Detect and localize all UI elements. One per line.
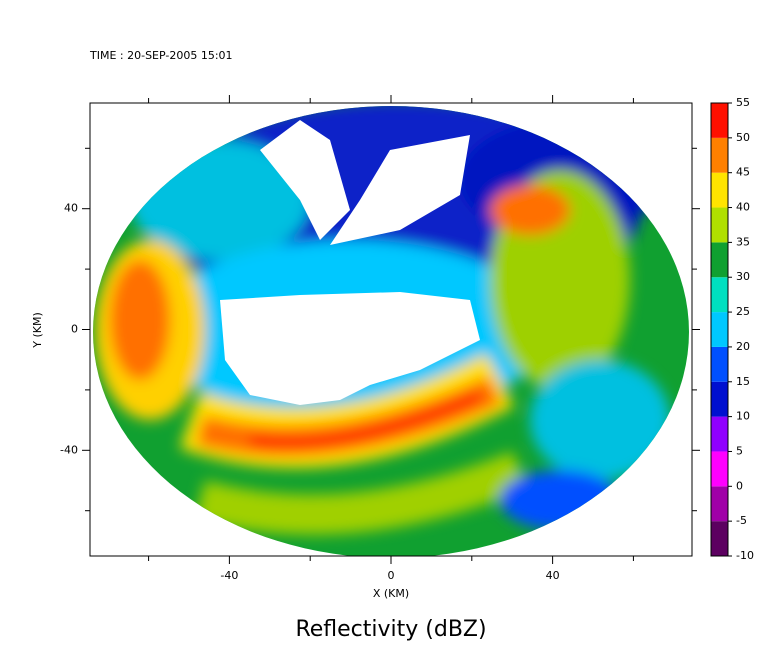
colorbar-band (711, 416, 728, 452)
colorbar-tick-label: 35 (736, 235, 750, 248)
colorbar-tick-label: 10 (736, 410, 750, 423)
colorbar-band (711, 103, 728, 138)
y-axis-label: Y (KM) (31, 312, 44, 349)
y-tick-label: 0 (71, 323, 78, 336)
colorbar-band (711, 521, 728, 556)
colorbar-tick-label: 30 (736, 270, 750, 283)
colorbar-band (711, 242, 728, 278)
colorbar-tick-label: -10 (736, 549, 754, 562)
colorbar-band (711, 277, 728, 313)
x-tick-label: 0 (388, 569, 395, 582)
colorbar-tick-label: 40 (736, 201, 750, 214)
colorbar-label: Reflectivity (dBZ) (295, 617, 486, 642)
colorbar-frame (710, 102, 729, 557)
colorbar-band (711, 207, 728, 243)
colorbar-tick-label: 50 (736, 131, 750, 144)
colorbar-tick-label: 45 (736, 166, 750, 179)
colorbar-band (711, 486, 728, 522)
colorbar-tick-label: 0 (736, 479, 743, 492)
colorbar-tick-label: -5 (736, 514, 747, 527)
x-tick-label: 40 (546, 569, 560, 582)
x-tick-label: -40 (220, 569, 238, 582)
colorbar-band (711, 381, 728, 417)
colorbar-band (711, 451, 728, 487)
colorbar-band (711, 346, 728, 382)
colorbar-tick-label: 25 (736, 305, 750, 318)
colorbar-tick-label: 5 (736, 444, 743, 457)
chart-title: TIME : 20-SEP-2005 15:01 (89, 49, 233, 62)
x-axis-label: X (KM) (373, 587, 409, 600)
colorbar-tick-label: 55 (736, 96, 750, 109)
reflectivity-field (93, 106, 689, 556)
y-tick-label: 40 (64, 202, 78, 215)
colorbar-band (711, 312, 728, 347)
y-tick-label: -40 (60, 443, 78, 456)
colorbar-tick-label: 20 (736, 340, 750, 353)
colorbar-band (711, 172, 728, 208)
colorbar-tick-label: 15 (736, 375, 750, 388)
colorbar-band (711, 137, 728, 173)
